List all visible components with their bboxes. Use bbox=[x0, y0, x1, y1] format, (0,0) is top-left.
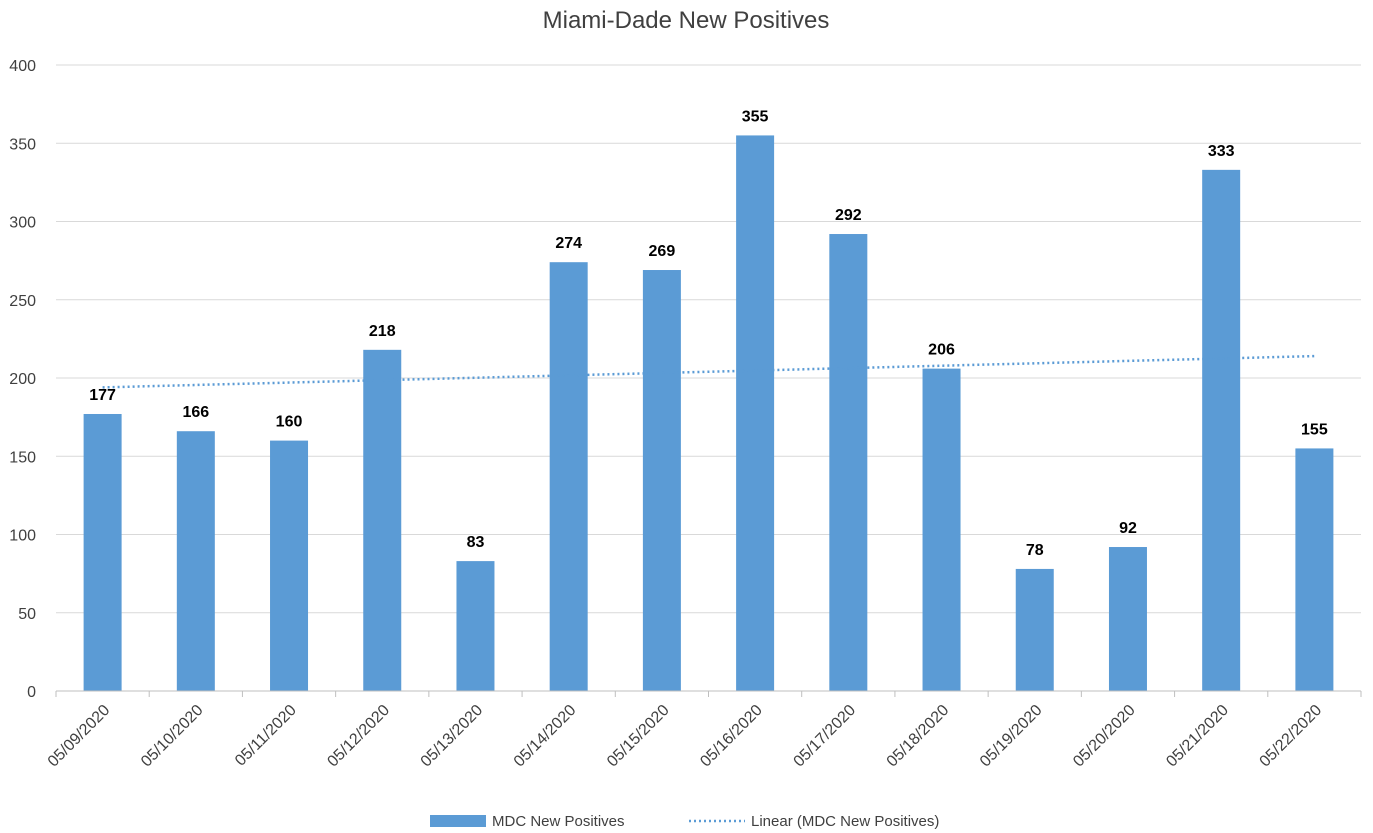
x-tick-label: 05/14/2020 bbox=[511, 702, 580, 771]
data-labels: 177 166 160 218 83 274 269 355 292 206 78 92 333 155 bbox=[89, 108, 1328, 559]
bars bbox=[83, 135, 1334, 692]
x-tick-label: 05/09/2020 bbox=[45, 702, 114, 771]
legend: MDC New Positives Linear (MDC New Positi… bbox=[430, 813, 939, 830]
x-tick-label: 05/10/2020 bbox=[138, 702, 207, 771]
bar bbox=[83, 413, 122, 691]
data-label: 160 bbox=[276, 414, 303, 431]
bar bbox=[1202, 169, 1241, 692]
x-tick-label: 05/11/2020 bbox=[232, 702, 300, 770]
data-label: 83 bbox=[467, 534, 485, 551]
bar bbox=[922, 368, 961, 691]
data-label: 218 bbox=[369, 323, 396, 340]
legend-swatch-bar bbox=[430, 815, 486, 827]
y-tick-label: 250 bbox=[9, 293, 36, 310]
chart-title: Miami-Dade New Positives bbox=[543, 7, 830, 34]
y-tick-label: 200 bbox=[9, 371, 36, 388]
y-axis: 0 50 100 150 200 250 300 350 400 bbox=[9, 58, 36, 701]
y-tick-label: 150 bbox=[9, 449, 36, 466]
bar bbox=[270, 440, 309, 691]
x-axis: 05/09/2020 05/10/2020 05/11/2020 05/12/2020… bbox=[45, 690, 1362, 771]
data-label: 274 bbox=[555, 235, 582, 252]
legend-label-trendline: Linear (MDC New Positives) bbox=[751, 813, 939, 830]
x-tick-label: 05/15/2020 bbox=[604, 702, 673, 771]
bar bbox=[1015, 568, 1054, 691]
bar bbox=[549, 262, 588, 691]
x-tick-label: 05/20/2020 bbox=[1070, 702, 1139, 771]
trendline-line bbox=[102, 354, 1315, 389]
x-tick-label: 05/21/2020 bbox=[1163, 702, 1232, 771]
bar bbox=[642, 270, 681, 691]
y-tick-label: 350 bbox=[9, 136, 36, 153]
bar bbox=[363, 349, 402, 691]
bar bbox=[829, 234, 868, 691]
y-tick-label: 100 bbox=[9, 528, 36, 545]
bar bbox=[736, 135, 775, 692]
data-label: 166 bbox=[182, 404, 209, 421]
legend-label-series: MDC New Positives bbox=[492, 813, 625, 830]
x-tick-label: 05/13/2020 bbox=[418, 702, 487, 771]
x-tick-label: 05/22/2020 bbox=[1257, 702, 1326, 771]
bar bbox=[1108, 547, 1147, 691]
data-label: 92 bbox=[1119, 520, 1137, 537]
trendline bbox=[102, 354, 1315, 389]
y-tick-label: 400 bbox=[9, 58, 36, 75]
gridlines bbox=[56, 64, 1361, 614]
data-label: 155 bbox=[1301, 421, 1328, 438]
y-tick-label: 0 bbox=[27, 684, 36, 701]
x-tick-label: 05/18/2020 bbox=[884, 702, 953, 771]
bar bbox=[1295, 448, 1334, 691]
bar bbox=[456, 561, 495, 691]
data-label: 206 bbox=[928, 342, 955, 359]
data-label: 177 bbox=[89, 387, 116, 404]
data-label: 269 bbox=[649, 243, 676, 260]
bar bbox=[176, 431, 215, 691]
x-tick-label: 05/19/2020 bbox=[977, 702, 1046, 771]
x-tick-label: 05/17/2020 bbox=[791, 702, 860, 771]
data-label: 333 bbox=[1208, 143, 1235, 160]
data-label: 78 bbox=[1026, 542, 1044, 559]
data-label: 355 bbox=[742, 108, 769, 125]
x-tick-label: 05/12/2020 bbox=[324, 702, 393, 771]
y-tick-label: 300 bbox=[9, 215, 36, 232]
y-tick-label: 50 bbox=[18, 606, 36, 623]
data-label: 292 bbox=[835, 207, 862, 224]
x-tick-label: 05/16/2020 bbox=[697, 702, 766, 771]
